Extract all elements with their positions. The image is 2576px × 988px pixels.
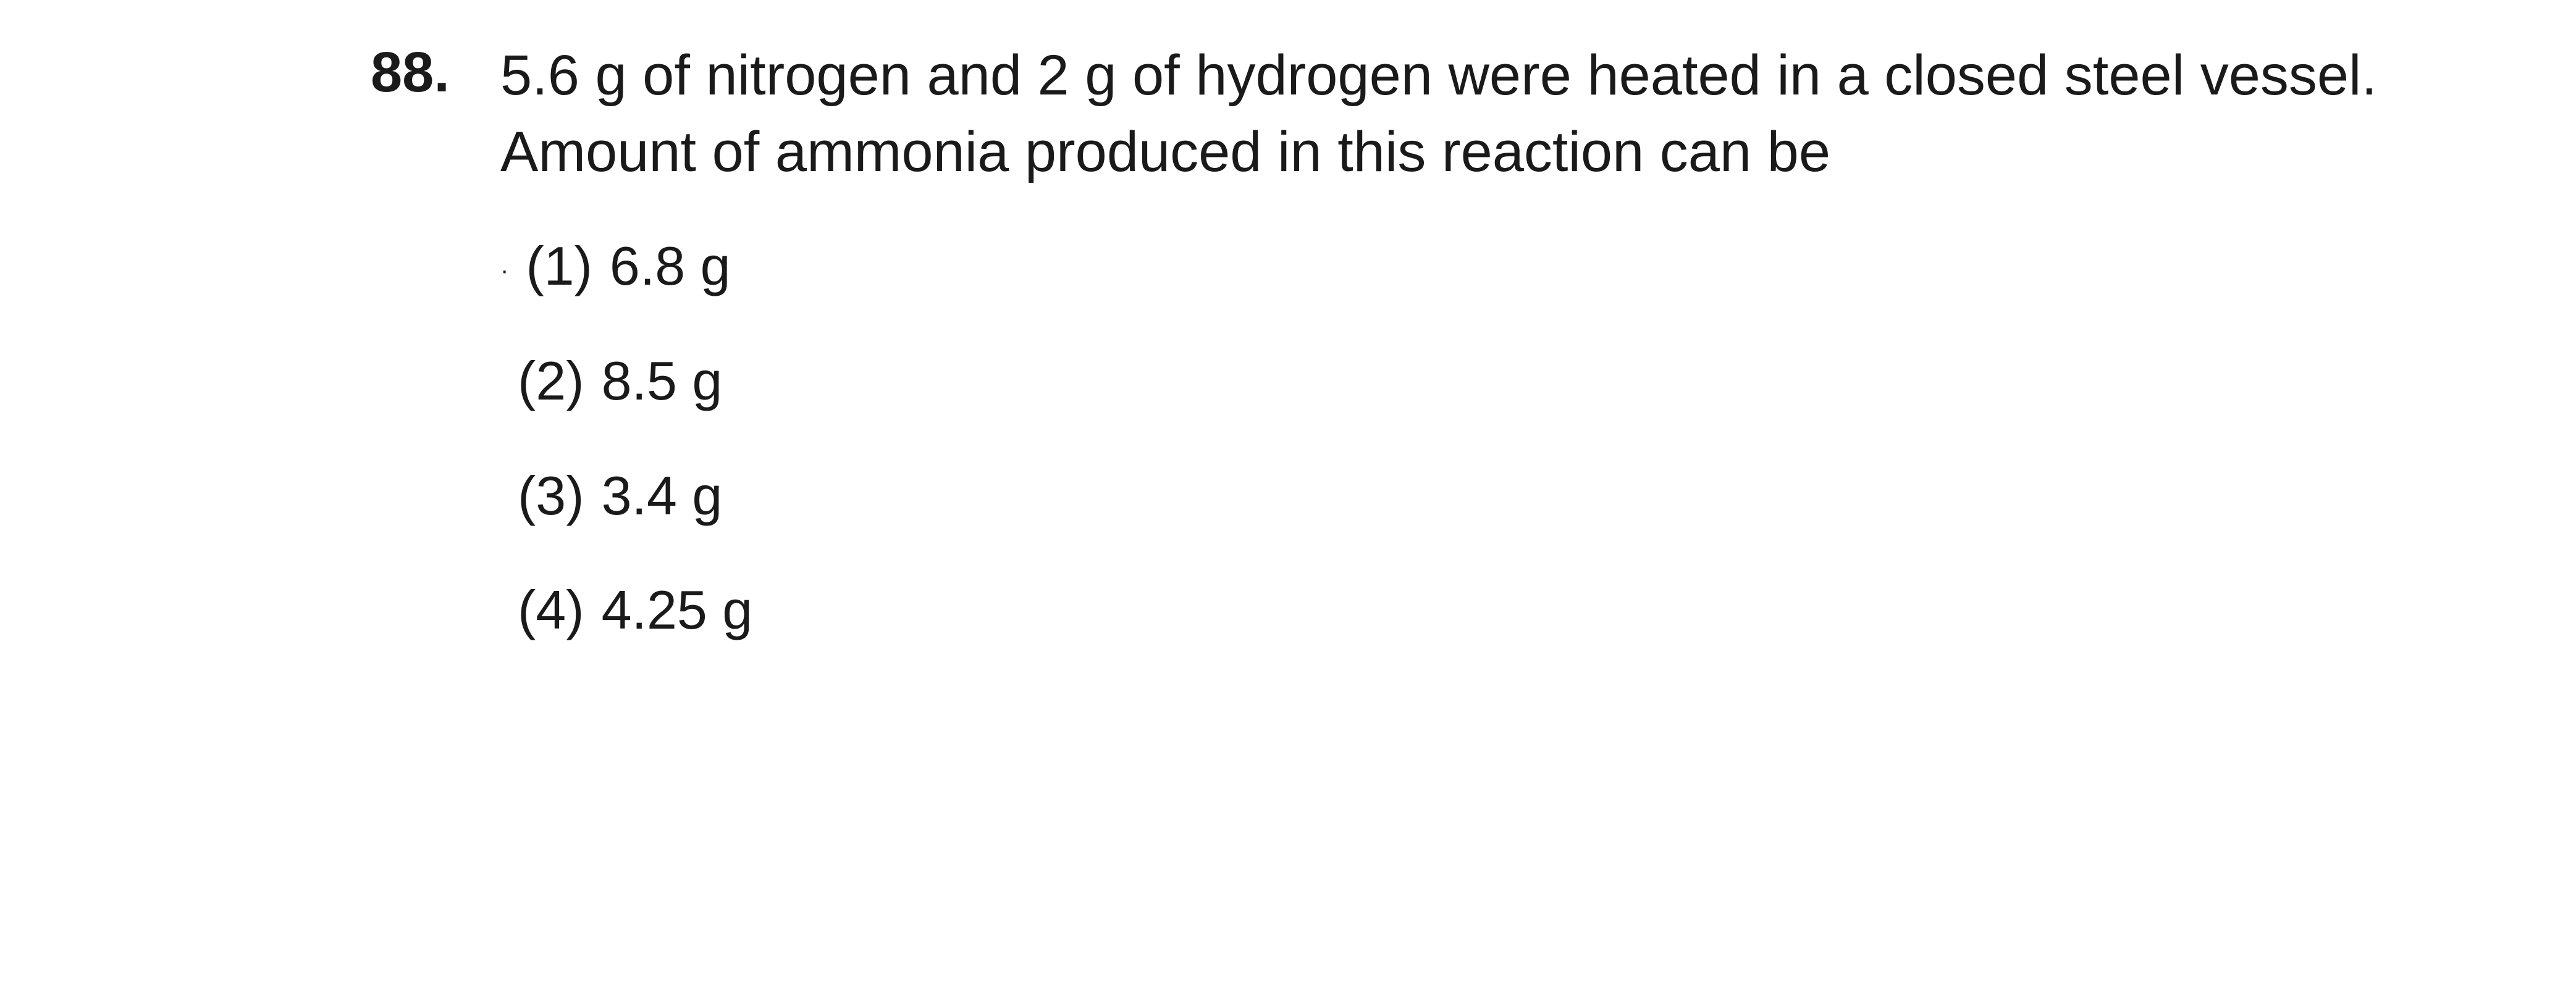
option-2-value: 8.5 g — [602, 348, 723, 414]
option-1: · (1) 6.8 g — [500, 233, 2422, 299]
option-2: (2) 8.5 g — [500, 348, 2422, 414]
option-3-label: (3) — [518, 463, 584, 529]
option-1-marker: · — [500, 258, 508, 283]
question-block: 88. 5.6 g of nitrogen and 2 g of hydroge… — [371, 37, 2422, 190]
question-text: 5.6 g of nitrogen and 2 g of hydrogen we… — [500, 37, 2415, 190]
question-number: 88. — [371, 37, 482, 108]
option-3-value: 3.4 g — [602, 463, 723, 529]
option-1-value: 6.8 g — [610, 233, 731, 299]
option-1-label: (1) — [526, 233, 592, 299]
exam-question-page: 88. 5.6 g of nitrogen and 2 g of hydroge… — [0, 0, 2576, 680]
options-list: · (1) 6.8 g (2) 8.5 g (3) 3.4 g (4) 4.25… — [500, 233, 2422, 642]
option-3: (3) 3.4 g — [500, 463, 2422, 529]
option-4: (4) 4.25 g — [500, 577, 2422, 643]
option-2-label: (2) — [518, 348, 584, 414]
option-4-label: (4) — [518, 577, 584, 643]
option-4-value: 4.25 g — [602, 577, 753, 643]
